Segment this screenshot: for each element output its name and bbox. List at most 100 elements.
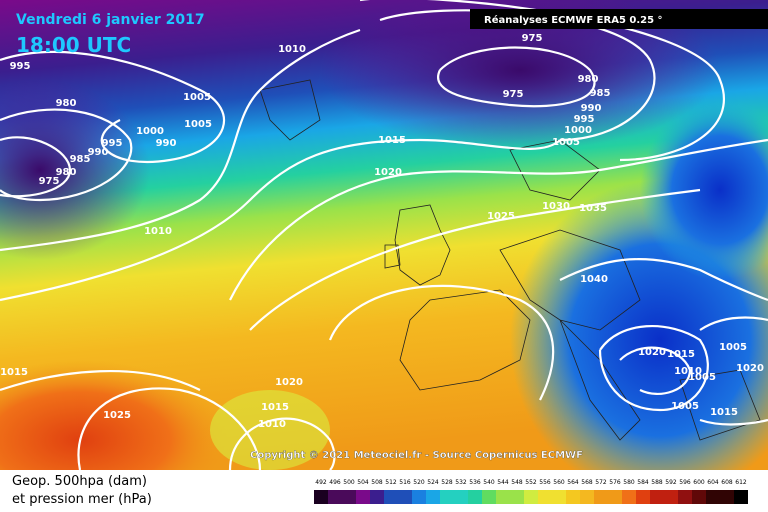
isobar-label: 1020 [638,347,666,358]
coastline [259,79,761,441]
scale-swatch [720,490,734,504]
scale-label: 504 [357,479,369,486]
isobar-label: 1005 [184,119,212,130]
scale-swatch [650,490,664,504]
scale-label: 548 [511,479,523,486]
isobar-label: 1000 [136,126,164,137]
scale-label: 524 [427,479,439,486]
scale-label: 540 [483,479,495,486]
scale-label: 604 [707,479,719,486]
color-scale: 492 496 500 504 508 512 516 520 524 528 532 536 540 5… [314,479,748,504]
scale-swatch [594,490,608,504]
isobar-label: 1005 [671,401,699,412]
scale-label: 596 [679,479,691,486]
scale-label: 560 [553,479,565,486]
legend-title: et pression mer (hPa) [12,492,152,507]
source-label: Réanalyses ECMWF ERA5 0.25 ° [484,14,663,26]
map-title: Vendredi 6 janvier 2017 [16,12,205,28]
scale-swatch [552,490,566,504]
scale-swatch [636,490,650,504]
scale-label: 564 [567,479,579,486]
scale-swatch [664,490,678,504]
scale-label: 592 [665,479,677,486]
scale-swatch [468,490,482,504]
scale-label: 496 [329,479,341,486]
isobar-label: 980 [578,74,599,85]
isobar-label: 1025 [103,410,131,421]
scale-label: 572 [595,479,607,486]
scale-label: 536 [469,479,481,486]
scale-swatch [412,490,426,504]
isobar-lines [0,0,768,470]
isobar-label: 1015 [710,407,738,418]
scale-swatch [440,490,454,504]
isobar-label: 1010 [258,419,286,430]
scale-label: 528 [441,479,453,486]
isobar-label: 1035 [579,203,607,214]
scale-swatch [328,490,342,504]
scale-swatch [608,490,622,504]
scale-label: 568 [581,479,593,486]
isobar-label: 1040 [580,274,608,285]
scale-swatch [398,490,412,504]
map-time: 18:00 UTC [16,33,131,57]
scale-swatch [356,490,370,504]
isobar-label: 1015 [667,349,695,360]
scale-swatch [692,490,706,504]
scale-label: 576 [609,479,621,486]
scale-swatch [496,490,510,504]
isobar-label: 1020 [736,363,764,374]
scale-label: 600 [693,479,705,486]
isobar-label: 1005 [183,92,211,103]
isobar-label: 1010 [278,44,306,55]
scale-swatch [566,490,580,504]
scale-label: 508 [371,479,383,486]
scale-label: 500 [343,479,355,486]
isobar-labels: 995 980 1000 1005 1005 995 990 990 985 9… [0,33,764,430]
isobar-label: 1005 [552,137,580,148]
scale-swatch [678,490,692,504]
isobar-label: 1020 [374,167,402,178]
scale-swatch [454,490,468,504]
scale-swatch [580,490,594,504]
scale-swatch [706,490,720,504]
scale-label: 532 [455,479,467,486]
scale-label: 556 [539,479,551,486]
isobar-label: 990 [88,147,109,158]
isobar-label: 1010 [674,366,702,377]
copyright: Copyright © 2021 Meteociel.fr - Source C… [250,450,583,461]
isobar-label: 1000 [564,125,592,136]
scale-label: 520 [413,479,425,486]
scale-swatch [510,490,524,504]
isobar-label: 1005 [719,342,747,353]
scale-label: 608 [721,479,733,486]
isobar-label: 1005 [688,372,716,383]
isobar-label: 995 [574,114,595,125]
isobar-label: 1015 [0,367,28,378]
scale-swatch [524,490,538,504]
isobar-label: 995 [102,138,123,149]
isobar-label: 975 [522,33,543,44]
isobar-label: 1020 [275,377,303,388]
isobar-label: 1015 [378,135,406,146]
scale-swatch [314,490,328,504]
scale-label: 588 [651,479,663,486]
isobar-label: 1010 [144,226,172,237]
scale-swatch [342,490,356,504]
scale-swatch [622,490,636,504]
isobar-label: 980 [56,98,77,109]
scale-swatch [538,490,552,504]
isobar-label: 1030 [542,201,570,212]
scale-swatch [482,490,496,504]
scale-swatch [370,490,384,504]
isobar-label: 990 [156,138,177,149]
ridge [210,390,330,470]
isobar-label: 995 [10,61,31,72]
scale-label: 552 [525,479,537,486]
isobar-label: 980 [56,167,77,178]
isobar-label: 975 [503,89,524,100]
scale-label: 584 [637,479,649,486]
scale-label: 612 [735,479,747,486]
scale-label: 580 [623,479,635,486]
